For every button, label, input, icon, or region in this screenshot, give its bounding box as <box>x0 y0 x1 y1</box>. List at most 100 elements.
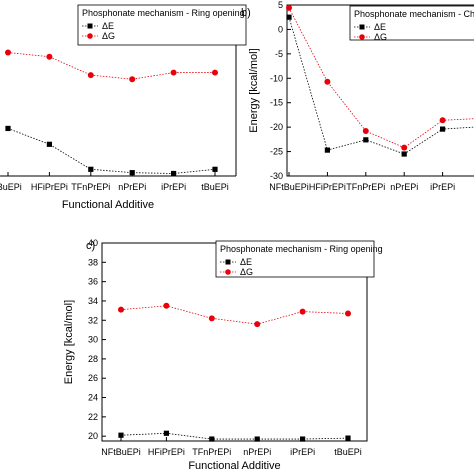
x-tick-label: tBuEPi <box>201 182 229 192</box>
data-point <box>46 141 52 147</box>
x-tick-label: TFnPrEPi <box>346 182 385 192</box>
y-tick-label: 24 <box>88 393 98 403</box>
y-tick-label: 34 <box>88 296 98 306</box>
data-point <box>118 306 124 313</box>
y-tick-label: -30 <box>270 171 283 181</box>
legend-label: ΔG <box>102 31 115 41</box>
data-point <box>439 117 446 124</box>
chart-panel-3: 20 22 24 26 28 30 32 34 36 38 40 NFtBuEPi HFiPrEPi TF… <box>63 238 383 472</box>
data-point <box>212 166 218 172</box>
data-point <box>209 436 215 442</box>
data-point <box>5 49 11 56</box>
legend-label: ΔE <box>102 21 114 31</box>
y-tick-label: 0 <box>278 24 283 34</box>
data-point <box>87 72 94 79</box>
x-tick-label: NFtBuEPi <box>269 182 309 192</box>
series-line <box>120 432 349 440</box>
x-tick-label: TFnPrEPi <box>71 182 110 192</box>
data-point <box>170 69 177 76</box>
x-tick-label: iPrEPi <box>161 182 186 192</box>
legend-box <box>77 4 247 46</box>
x-tick-label: TFnPrEPi <box>192 447 231 457</box>
x-tick-label: HFiPrEPi <box>148 447 185 457</box>
series-line <box>120 305 349 325</box>
legend-marker <box>359 24 365 30</box>
panel-label: c) <box>86 240 95 252</box>
x-axis-title: Functional Additive <box>188 460 280 472</box>
x-tick-label: HFiPrEPi <box>31 182 68 192</box>
data-point <box>88 166 94 172</box>
legend-title: Phosphonate mechanism - Ring opening <box>220 244 383 254</box>
legend-label: ΔG <box>374 32 387 42</box>
y-tick-label: 20 <box>88 431 98 441</box>
series-delta-e <box>286 14 474 157</box>
x-tick-label: HFiPrEPi <box>309 182 346 192</box>
data-point <box>171 170 177 177</box>
data-point <box>5 125 11 132</box>
y-tick-label: 38 <box>88 257 98 267</box>
data-point <box>286 14 292 20</box>
x-tick-label: nPrEPi <box>118 182 146 192</box>
series-line <box>7 128 216 174</box>
series-line <box>288 7 474 149</box>
x-tick-label: tBuEPi <box>0 182 22 192</box>
data-point <box>129 170 135 176</box>
legend-box <box>215 240 375 278</box>
data-point <box>118 432 124 438</box>
data-point <box>46 53 53 60</box>
panel-label: b) <box>241 7 251 19</box>
series-delta-e <box>118 430 351 442</box>
series-line <box>7 52 215 80</box>
series-delta-g <box>5 49 218 83</box>
legend-marker <box>225 259 231 265</box>
legend-marker <box>87 33 93 39</box>
y-tick-label: 26 <box>88 373 98 383</box>
data-point <box>299 308 306 315</box>
data-point <box>324 78 331 85</box>
x-tick-label: tBuEPi <box>334 447 362 457</box>
series-delta-g <box>286 4 474 151</box>
series-delta-g <box>118 302 351 328</box>
data-point <box>212 69 218 76</box>
plot-frame <box>286 4 474 177</box>
x-tick-label: nPrEPi <box>243 447 271 457</box>
y-tick-label: 32 <box>88 315 98 325</box>
legend-box <box>349 5 474 41</box>
y-axis-title: Energy [kcal/mol] <box>248 48 260 132</box>
legend-label: ΔE <box>240 257 252 267</box>
data-point <box>163 302 170 309</box>
legend-marker <box>87 23 93 29</box>
y-tick-label: 5 <box>278 0 283 10</box>
data-point <box>401 144 408 151</box>
data-point <box>129 76 136 83</box>
x-tick-label: nPrEPi <box>390 182 418 192</box>
y-tick-label: -15 <box>270 98 283 108</box>
data-point <box>163 430 169 436</box>
data-point <box>324 147 330 153</box>
y-tick-label: 30 <box>88 335 98 345</box>
data-point <box>363 137 369 143</box>
legend-title: Phosphonate mechanism - Cha <box>354 9 474 19</box>
x-tick-label: iPrEPi <box>430 182 455 192</box>
data-point <box>362 128 369 135</box>
y-tick-label: 40 <box>88 238 98 248</box>
legend-label: ΔG <box>240 267 253 277</box>
y-tick-label: 36 <box>88 277 98 287</box>
data-point <box>286 4 292 11</box>
data-point <box>208 315 215 322</box>
x-axis-title: Functional Additive <box>62 199 154 211</box>
y-tick-label: 28 <box>88 354 98 364</box>
data-point <box>440 126 446 132</box>
data-point <box>345 310 351 317</box>
data-point <box>401 151 407 157</box>
legend-marker <box>359 34 365 40</box>
data-point <box>345 435 351 441</box>
x-tick-label: iPrEPi <box>290 447 315 457</box>
data-point <box>254 321 261 328</box>
y-tick-label: -5 <box>275 49 283 59</box>
